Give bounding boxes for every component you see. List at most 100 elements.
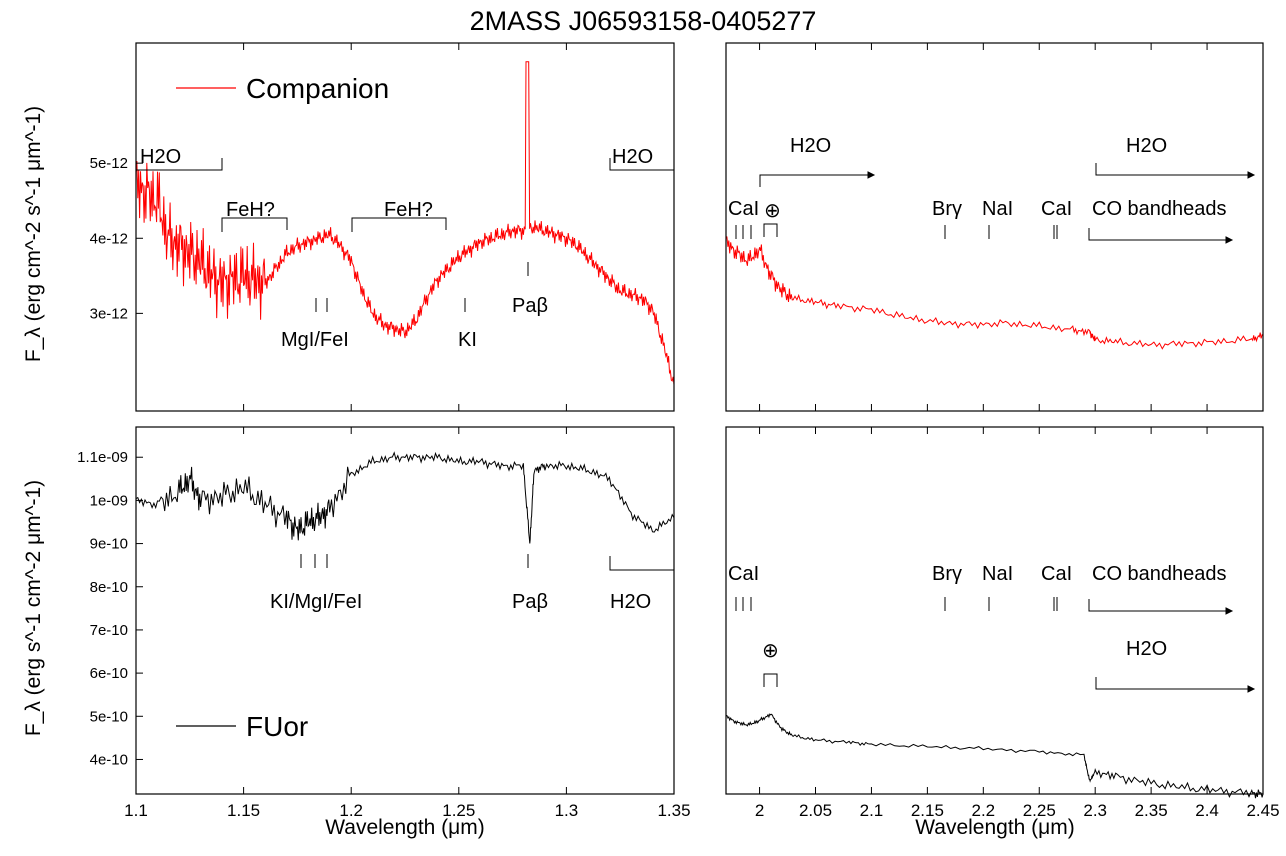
brgamma-label-tr: Brγ bbox=[932, 198, 962, 220]
panel-bottom-left-frame bbox=[135, 426, 675, 795]
x-ticks-top-right bbox=[759, 43, 1264, 411]
legend-companion-label: Companion bbox=[246, 73, 389, 104]
y-tick-label: 5e-12 bbox=[90, 155, 128, 172]
figure-title: 2MASS J06593158-0405277 bbox=[469, 6, 817, 36]
y-tick-label: 7e-10 bbox=[90, 622, 128, 639]
x-axis-bottom-right: 2 2.05 2.1 2.15 2.2 2.25 2.3 2.35 2.4 2.45 bbox=[755, 427, 1280, 820]
co-bandheads-label-br: CO bandheads bbox=[1092, 563, 1227, 585]
telluric-bracket bbox=[763, 223, 778, 237]
legend-fuor: FUor bbox=[176, 711, 308, 742]
co-arrowhead-br bbox=[1225, 607, 1234, 615]
x-tick-label: 2.05 bbox=[799, 801, 832, 820]
x-tick-label: 1.3 bbox=[555, 801, 579, 820]
x-tick-label: 1.25 bbox=[442, 801, 475, 820]
y-tick-label: 4e-12 bbox=[90, 230, 128, 247]
annotations-top-left bbox=[136, 158, 674, 312]
telluric-bracket-br bbox=[763, 673, 778, 687]
nai-label-tr: NaI bbox=[982, 198, 1013, 220]
ki-mgi-fei-label: KI/MgI/FeI bbox=[270, 591, 362, 613]
x-tick-label: 2.3 bbox=[1083, 801, 1107, 820]
x-tick-label: 2.25 bbox=[1023, 801, 1056, 820]
h2o-bracket-right bbox=[609, 158, 674, 171]
y-axis-label-top: F_λ (erg cm^-2 s^-1 μm^-1) bbox=[22, 106, 45, 362]
feh-label-2: FeH? bbox=[384, 199, 433, 221]
feh-label-1: FeH? bbox=[226, 199, 275, 221]
companion-j-band-spectrum-line bbox=[135, 61, 675, 385]
x-tick-label: 2.45 bbox=[1246, 801, 1279, 820]
x-tick-label: 1.1 bbox=[124, 801, 148, 820]
legend-fuor-label: FUor bbox=[246, 711, 308, 742]
annotations-bottom-left bbox=[300, 554, 674, 571]
x-tick-label: 2 bbox=[755, 801, 764, 820]
x-tick-label: 2.4 bbox=[1195, 801, 1219, 820]
panel-top-right-companion-k-band: H2O H2O CaI ⊕ Brγ NaI CaI CO bandheads bbox=[725, 42, 1264, 412]
telluric-symbol-tr: ⊕ bbox=[764, 200, 781, 222]
y-axis-label-bottom: F_λ (erg s^-1 cm^-2 μm^-1) bbox=[22, 480, 45, 736]
x-tick-label: 1.2 bbox=[339, 801, 363, 820]
h2o-label-br: H2O bbox=[1126, 638, 1167, 660]
cai-label-br-2: CaI bbox=[1041, 563, 1072, 585]
panel-top-right-frame bbox=[725, 42, 1264, 412]
mgi-feI-label: MgI/FeI bbox=[281, 329, 349, 351]
co-arrow-br bbox=[1088, 599, 1226, 612]
x-tick-label: 2.15 bbox=[911, 801, 944, 820]
x-tick-label: 2.1 bbox=[860, 801, 884, 820]
co-bandheads-label-tr: CO bandheads bbox=[1092, 198, 1227, 220]
feh-bracket-2 bbox=[351, 217, 447, 232]
panel-bottom-right-fuor-k-band: CaI Brγ NaI CaI CO bandheads ⊕ H2O 2 2.05… bbox=[725, 426, 1280, 820]
y-axis-top-left: 3e-12 4e-12 5e-12 bbox=[90, 155, 143, 322]
x-axis-label-right: Wavelength (μm) bbox=[915, 816, 1075, 839]
cai-label-tr-2: CaI bbox=[1041, 198, 1072, 220]
x-ticks-top-left bbox=[135, 43, 675, 411]
panel-top-left-frame bbox=[135, 42, 675, 412]
y-tick-label: 4e-10 bbox=[90, 751, 128, 768]
h2o-arrowhead-1 bbox=[867, 171, 876, 179]
y-tick-label: 9e-10 bbox=[90, 536, 128, 553]
y-tick-label: 3e-12 bbox=[90, 305, 128, 322]
co-arrowhead bbox=[1225, 236, 1234, 244]
annotations-top-right bbox=[735, 163, 1256, 244]
x-axis-bottom-left: 1.1 1.15 1.2 1.25 1.3 1.35 bbox=[124, 427, 691, 820]
y-tick-label: 1e-09 bbox=[90, 492, 128, 509]
y-tick-label: 1.1e-09 bbox=[77, 449, 128, 466]
fuor-j-band-spectrum-line bbox=[135, 451, 675, 544]
panel-top-left-companion-j-band: Companion H2O FeH? FeH? MgI/FeI KI Paβ H… bbox=[90, 42, 675, 412]
co-arrow bbox=[1088, 228, 1226, 241]
legend-companion: Companion bbox=[176, 73, 389, 104]
companion-k-band-spectrum-line bbox=[725, 236, 1264, 350]
y-tick-label: 5e-10 bbox=[90, 708, 128, 725]
panel-bottom-right-frame bbox=[725, 426, 1264, 795]
h2o-label-tr-1: H2O bbox=[790, 135, 831, 157]
h2o-label-bl: H2O bbox=[610, 591, 651, 613]
annotations-bottom-right bbox=[735, 597, 1256, 693]
h2o-arrow-br bbox=[1095, 677, 1248, 690]
cai-label-tr-1: CaI bbox=[728, 198, 759, 220]
fuor-k-band-spectrum-line bbox=[725, 713, 1264, 799]
h2o-label-left: H2O bbox=[140, 146, 181, 168]
x-axis-label-left: Wavelength (μm) bbox=[325, 816, 485, 839]
y-axis-bottom-left: 4e-10 5e-10 6e-10 7e-10 8e-10 9e-10 1e-09 1.1e-… bbox=[77, 449, 143, 768]
telluric-symbol-br: ⊕ bbox=[762, 640, 779, 662]
x-tick-label: 2.2 bbox=[971, 801, 995, 820]
h2o-arrowhead-2 bbox=[1247, 171, 1256, 179]
ki-label: KI bbox=[458, 329, 477, 351]
y-tick-label: 8e-10 bbox=[90, 579, 128, 596]
brgamma-label-br: Brγ bbox=[932, 563, 962, 585]
h2o-label-tr-2: H2O bbox=[1126, 135, 1167, 157]
x-tick-label: 2.35 bbox=[1135, 801, 1168, 820]
nai-label-br: NaI bbox=[982, 563, 1013, 585]
h2o-label-right: H2O bbox=[612, 146, 653, 168]
pabeta-label-bl: Paβ bbox=[512, 591, 548, 613]
h2o-arrowhead-br bbox=[1247, 685, 1256, 693]
h2o-arrow-1 bbox=[759, 174, 868, 187]
cai-label-br-1: CaI bbox=[728, 563, 759, 585]
panel-bottom-left-fuor-j-band: FUor KI/MgI/FeI Paβ H2O 4e-10 5e-10 6e-10 7… bbox=[77, 426, 691, 820]
y-tick-label: 6e-10 bbox=[90, 665, 128, 682]
h2o-bracket-left bbox=[136, 158, 223, 171]
h2o-arrow-2 bbox=[1095, 163, 1248, 176]
feh-bracket-1 bbox=[221, 217, 288, 232]
pabeta-label: Paβ bbox=[512, 295, 548, 317]
x-tick-label: 1.35 bbox=[657, 801, 690, 820]
h2o-bracket-bl bbox=[609, 556, 674, 571]
